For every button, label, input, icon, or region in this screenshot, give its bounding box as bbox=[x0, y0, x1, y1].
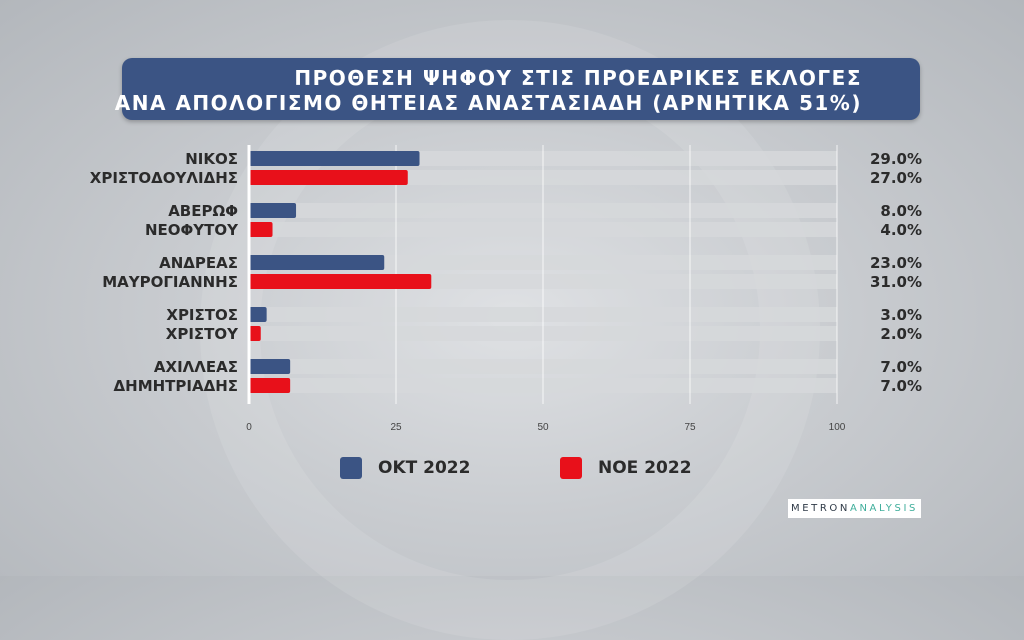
category-label: ΧΡΙΣΤΟΣ bbox=[166, 306, 238, 324]
title-line-2: ΑΝΑ ΑΠΟΛΟΓΙΣΜΟ ΘΗΤΕΙΑΣ ΑΝΑΣΤΑΣΙΑΔΗ (ΑΡΝΗ… bbox=[114, 91, 862, 115]
category-label: ΑΧΙΛΛΕΑΣ bbox=[154, 358, 238, 376]
bar-okt bbox=[249, 307, 267, 322]
bar-okt bbox=[249, 255, 385, 270]
bar-okt bbox=[249, 359, 291, 374]
data-label: 7.0% bbox=[880, 358, 922, 376]
category-label: ΝΙΚΟΣ bbox=[185, 150, 238, 168]
logo-text-analysis: ANALYSIS bbox=[850, 503, 918, 514]
legend-swatch-noe bbox=[560, 457, 582, 479]
logo-text-metron: METRON bbox=[791, 503, 850, 514]
data-label: 7.0% bbox=[880, 377, 922, 395]
x-tick-label: 25 bbox=[390, 422, 402, 433]
category-label: ΝΕΟΦΥΤΟΥ bbox=[145, 221, 239, 239]
data-label: 4.0% bbox=[880, 221, 922, 239]
data-label: 29.0% bbox=[870, 150, 922, 168]
bar-noe bbox=[249, 170, 408, 185]
legend-swatch-okt bbox=[340, 457, 362, 479]
bar-okt bbox=[249, 151, 420, 166]
legend-label-okt: ΟΚΤ 2022 bbox=[378, 458, 471, 478]
legend-item-noe: ΝΟΕ 2022 bbox=[560, 455, 692, 481]
bar-okt bbox=[249, 203, 297, 218]
legend-item-okt: ΟΚΤ 2022 bbox=[340, 455, 470, 481]
category-label: ΧΡΙΣΤΟΔΟΥΛΙΔΗΣ bbox=[90, 169, 238, 187]
title-banner: ΠΡΟΘΕΣΗ ΨΗΦΟΥ ΣΤΙΣ ΠΡΟΕΔΡΙΚΕΣ ΕΚΛΟΓΕΣ ΑΝ… bbox=[115, 58, 920, 120]
data-label: 23.0% bbox=[870, 254, 922, 272]
title-line-1: ΠΡΟΘΕΣΗ ΨΗΦΟΥ ΣΤΙΣ ΠΡΟΕΔΡΙΚΕΣ ΕΚΛΟΓΕΣ bbox=[294, 66, 862, 90]
x-tick-label: 75 bbox=[684, 422, 696, 433]
bar-noe bbox=[249, 378, 291, 393]
category-label: ΑΝΔΡΕΑΣ bbox=[159, 254, 238, 272]
x-tick-label: 50 bbox=[537, 422, 549, 433]
category-label: ΑΒΕΡΩΦ bbox=[168, 202, 238, 220]
legend-label-noe: ΝΟΕ 2022 bbox=[598, 458, 692, 478]
data-label: 8.0% bbox=[880, 202, 922, 220]
data-label: 3.0% bbox=[880, 306, 922, 324]
bar-noe bbox=[249, 274, 432, 289]
data-label: 31.0% bbox=[870, 273, 922, 291]
category-label: ΔΗΜΗΤΡΙΑΔΗΣ bbox=[114, 377, 238, 395]
category-label: ΜΑΥΡΟΓΙΑΝΝΗΣ bbox=[102, 273, 238, 291]
metron-analysis-logo: METRON ANALYSIS bbox=[788, 499, 921, 518]
x-tick-label: 100 bbox=[829, 422, 846, 433]
bar-noe bbox=[249, 222, 273, 237]
data-label: 27.0% bbox=[870, 169, 922, 187]
bar-noe bbox=[249, 326, 261, 341]
data-label: 2.0% bbox=[880, 325, 922, 343]
x-tick-label: 0 bbox=[246, 422, 252, 433]
category-label: ΧΡΙΣΤΟΥ bbox=[166, 325, 239, 343]
